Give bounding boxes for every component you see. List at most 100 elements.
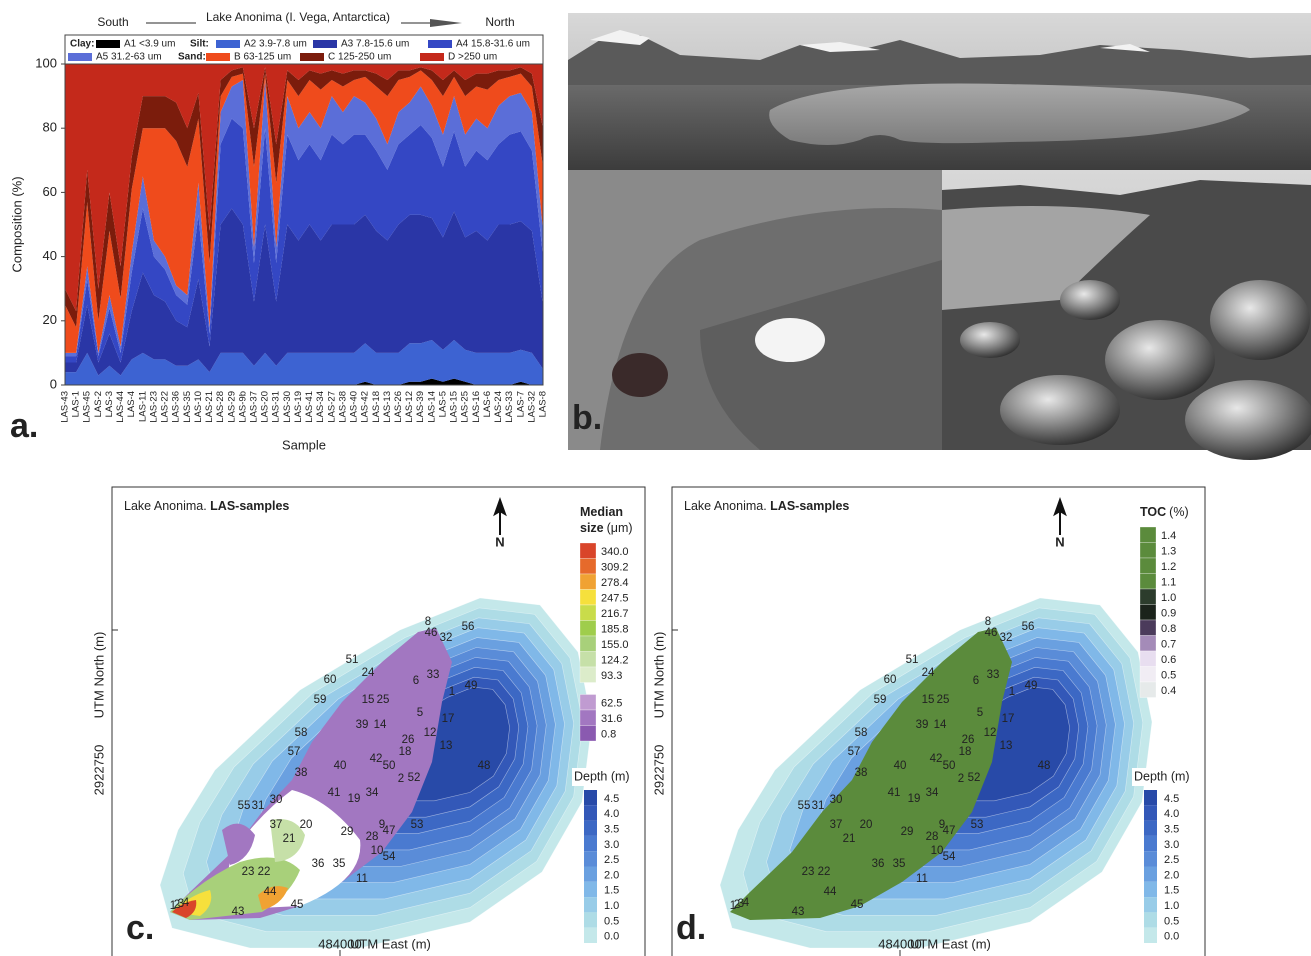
x-tick-label: LAS-7 (515, 391, 526, 417)
sample-label: 15 (362, 694, 375, 706)
legend-tick-label: 124.2 (601, 655, 629, 667)
legend-tick-label: 0.4 (1161, 685, 1176, 697)
legend-tick-label: 278.4 (601, 577, 629, 589)
sample-label: 56 (462, 621, 475, 633)
depth-tick-label: 4.0 (604, 808, 619, 820)
x-tick-label: LAS-35 (182, 391, 193, 423)
sample-label: 26 (962, 734, 975, 746)
sample-label: 38 (295, 767, 308, 779)
y-tick-label: 60 (43, 184, 57, 199)
x-tick-label: LAS-18 (371, 391, 382, 423)
legend-color (580, 726, 596, 742)
depth-color (1144, 897, 1157, 912)
sample-label: 48 (478, 760, 491, 772)
sample-label: 57 (848, 746, 861, 758)
x-tick-label: LAS-26 (393, 391, 404, 423)
sample-label: 37 (270, 819, 283, 831)
sample-label: 54 (383, 851, 396, 863)
sample-label: 36 (312, 858, 325, 870)
legend-color (1140, 605, 1156, 621)
y-tick-label: 2922750 (651, 745, 666, 796)
y-axis-label: Composition (%) (9, 176, 24, 272)
depth-color (584, 882, 597, 897)
legend-color (1140, 682, 1156, 698)
map-title-bold: LAS-samples (210, 499, 289, 513)
sample-label: 60 (884, 674, 897, 686)
sample-label: 41 (888, 787, 901, 799)
sample-label: 14 (934, 719, 947, 731)
x-tick-label: LAS-42 (360, 391, 371, 423)
legend-color (580, 621, 596, 637)
sample-label: 31 (812, 800, 825, 812)
legend-tick-label: 1.0 (1161, 592, 1176, 604)
legend-group: Sand: (178, 52, 206, 63)
legend-color (580, 695, 596, 711)
depth-tick-label: 1.5 (1164, 885, 1179, 897)
depth-tick-label: 4.5 (604, 793, 619, 805)
x-tick-label: LAS-41 (304, 391, 315, 423)
x-tick-label: LAS-38 (337, 391, 348, 423)
legend-title: Median (580, 505, 623, 519)
x-tick-label: LAS-34 (315, 391, 326, 423)
depth-tick-label: 1.5 (604, 885, 619, 897)
sample-label: 60 (324, 674, 337, 686)
sample-label: 11 (356, 873, 368, 885)
sample-label: 42 (930, 753, 943, 765)
x-tick-label: LAS-28 (215, 391, 226, 423)
sample-label: 4 (743, 897, 750, 909)
depth-tick-label: 2.5 (604, 854, 619, 866)
x-tick-label: LAS-29 (226, 391, 237, 423)
legend-tick-label: 62.5 (601, 698, 622, 710)
y-axis-label: UTM North (m) (91, 632, 106, 719)
x-tick-label: LAS-1 (71, 391, 82, 417)
depth-color (1144, 790, 1157, 805)
sample-label: 25 (937, 694, 950, 706)
depth-tick-label: 0.5 (604, 915, 619, 927)
legend-color (1140, 651, 1156, 667)
sample-label: 20 (860, 819, 873, 831)
depth-tick-label: 3.0 (604, 839, 619, 851)
x-tick-label: LAS-22 (160, 391, 171, 423)
sample-label: 28 (366, 831, 379, 843)
legend-swatch (206, 53, 230, 61)
x-tick-label: LAS-40 (349, 391, 360, 423)
depth-color (584, 867, 597, 882)
depth-tick-label: 0.5 (1164, 915, 1179, 927)
sample-label: 49 (465, 680, 478, 692)
x-tick-label: LAS-44 (115, 391, 126, 423)
depth-color (1144, 928, 1157, 943)
depth-color (584, 836, 597, 851)
sample-label: 59 (874, 694, 887, 706)
x-axis-label: Sample (282, 437, 326, 452)
photo-foam (755, 318, 825, 362)
sample-label: 21 (843, 833, 856, 845)
x-tick-label: LAS-16 (471, 391, 482, 423)
x-tick-label: LAS-36 (171, 391, 182, 423)
legend-color (1140, 527, 1156, 543)
sample-label: 56 (1022, 621, 1035, 633)
sample-label: 47 (383, 825, 396, 837)
sample-label: 55 (238, 800, 251, 812)
legend-color (1140, 543, 1156, 559)
legend-swatch (216, 40, 240, 48)
x-tick-label: LAS-37 (248, 391, 259, 423)
sample-label: 4 (183, 897, 190, 909)
legend-tick-label: 1.2 (1161, 561, 1176, 573)
sample-label: 18 (959, 746, 972, 758)
x-tick-label: LAS-8 (538, 391, 549, 417)
legend-tick-label: 247.5 (601, 593, 629, 605)
legend-group: Silt: (190, 39, 209, 50)
legend-color (580, 543, 596, 559)
sample-label: 36 (872, 858, 885, 870)
x-tick-label: LAS-45 (82, 391, 93, 423)
sample-label: 15 (922, 694, 935, 706)
depth-tick-label: 3.5 (604, 824, 619, 836)
sample-label: 58 (855, 727, 868, 739)
sample-label: 26 (402, 734, 415, 746)
sample-label: 21 (283, 833, 296, 845)
sample-label: 35 (893, 858, 906, 870)
sample-label: 45 (851, 899, 864, 911)
x-tick-label: LAS-30 (282, 391, 293, 423)
sample-label: 23 (802, 866, 815, 878)
x-tick-label: LAS-20 (260, 391, 271, 423)
